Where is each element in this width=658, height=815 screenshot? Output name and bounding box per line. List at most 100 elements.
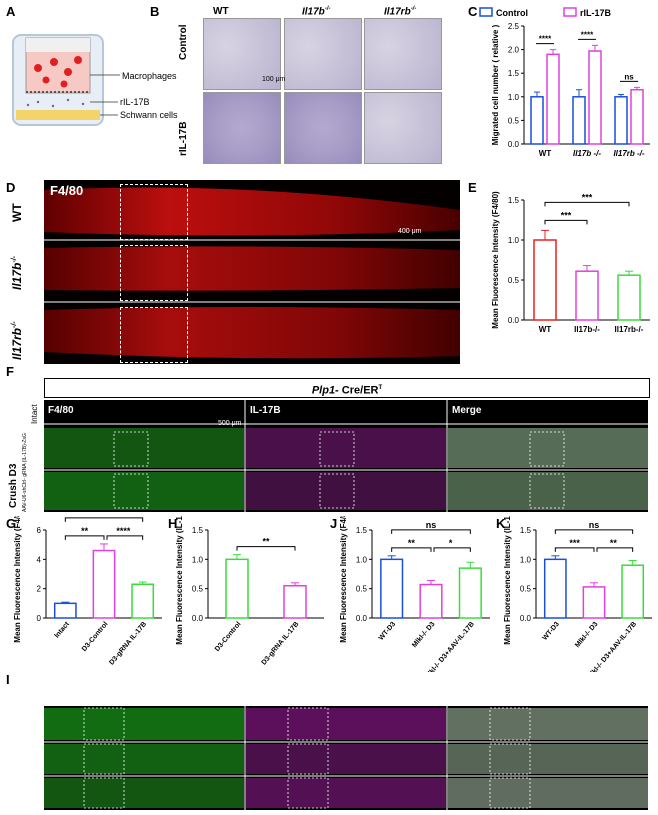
x-tick-label: Mlkl-/- D3 bbox=[574, 621, 599, 649]
x-tick-label: Il17b-/- bbox=[574, 325, 600, 334]
y-tick-label: 1.0 bbox=[520, 555, 532, 564]
chart-k: 0.0 0.5 1.0 1.5 Mean Fluorescence Intensity … bbox=[503, 516, 652, 672]
sig-label: *** bbox=[561, 210, 572, 220]
row-label-d-il17b: Il17b-/- bbox=[10, 256, 24, 290]
legend-label: rIL-17B bbox=[580, 8, 612, 18]
panel-label-c: C bbox=[468, 4, 478, 19]
x-tick-label: Intact bbox=[54, 620, 72, 639]
y-axis-label: Mean Fluorescence Intensity (F4/80) bbox=[13, 516, 22, 643]
y-tick-label: 0.0 bbox=[192, 614, 204, 623]
sig-label: ** bbox=[81, 526, 89, 536]
bar bbox=[572, 96, 586, 145]
y-tick-label: 1.0 bbox=[508, 93, 520, 102]
chart-g: 0 2 4 6 Mean Fluorescence Intensity (F4/80) I… bbox=[13, 516, 162, 667]
sig-bracket bbox=[64, 535, 105, 540]
y-tick-label: 0.5 bbox=[192, 585, 204, 594]
chart-c: 0.0 0.5 1.0 1.5 2.0 2.5 Migrated cell number (… bbox=[479, 7, 650, 158]
f-col-il17b: IL-17B bbox=[250, 405, 281, 416]
scale-bar-label-d: 400 μm bbox=[398, 228, 422, 235]
legend-swatch bbox=[563, 7, 577, 17]
marker-label-f480: F4/80 bbox=[50, 183, 84, 198]
y-tick-label: 6 bbox=[37, 526, 42, 535]
x-tick-label: WT-D3 bbox=[542, 621, 561, 642]
sig-label: **** bbox=[539, 35, 552, 44]
sig-bracket bbox=[433, 547, 471, 552]
micrograph-il17b-control bbox=[284, 18, 362, 90]
y-tick-label: 1.5 bbox=[192, 526, 204, 535]
roi-box-il17b bbox=[120, 245, 188, 301]
sig-label: ** bbox=[262, 537, 270, 547]
bar bbox=[283, 584, 307, 619]
panel-label-k: K bbox=[496, 516, 506, 531]
y-tick-label: 1.5 bbox=[520, 526, 532, 535]
panel-label-g: G bbox=[6, 516, 17, 531]
sig-label: **** bbox=[581, 30, 594, 39]
sig-bracket bbox=[391, 547, 432, 552]
panel-label-a: A bbox=[6, 4, 16, 19]
x-tick-label: Il17b -/- bbox=[573, 149, 601, 158]
sig-bracket bbox=[596, 547, 634, 552]
f-row-intact: Intact bbox=[30, 404, 39, 424]
x-tick-label: D3-gRNA IL-17B bbox=[108, 621, 148, 667]
bar bbox=[458, 567, 482, 619]
micrograph-il17rb-control bbox=[364, 18, 442, 90]
roi-box-wt bbox=[120, 184, 188, 240]
bar bbox=[582, 586, 606, 619]
bar bbox=[92, 549, 116, 619]
y-axis-label: Mean Fluorescence Intensity (IL-17B) bbox=[175, 516, 184, 645]
y-tick-label: 0 bbox=[37, 614, 42, 623]
f-row-crush-d3: Crush D3 bbox=[8, 463, 19, 508]
i-panel-image-grid bbox=[44, 706, 648, 810]
f-col-merge: Merge bbox=[452, 405, 482, 416]
y-tick-label: 1.0 bbox=[192, 555, 204, 564]
scale-bar-label-f: 500 μm bbox=[218, 420, 242, 427]
y-tick-label: 0.5 bbox=[508, 116, 520, 125]
panel-label-e: E bbox=[468, 180, 477, 195]
x-tick-label: Mlkl-/- D3 bbox=[411, 621, 436, 649]
y-tick-label: 1.5 bbox=[508, 69, 520, 78]
col-header-il17b: Il17b-/- bbox=[302, 6, 331, 18]
bar bbox=[131, 583, 155, 619]
genotype-header-box: Plp1- Cre/ERT bbox=[44, 378, 650, 398]
legend-label: Control bbox=[496, 8, 528, 18]
row-label-ril17b: rIL-17B bbox=[178, 121, 189, 156]
bar bbox=[533, 239, 557, 321]
y-tick-label: 2.5 bbox=[508, 22, 520, 31]
f-col-f480: F4/80 bbox=[48, 405, 74, 416]
y-tick-label: 0.0 bbox=[520, 614, 532, 623]
y-tick-label: 2 bbox=[37, 585, 42, 594]
chart-e: 0.0 0.5 1.0 1.5 Mean Fluorescence Intensity … bbox=[491, 191, 650, 334]
bar bbox=[630, 88, 644, 145]
y-tick-label: 0.5 bbox=[520, 585, 532, 594]
sig-bracket bbox=[391, 529, 471, 534]
y-tick-label: 0.0 bbox=[508, 316, 520, 325]
bar bbox=[614, 96, 628, 145]
y-axis-label: Mean Fluorescence Intensity (F4/80) bbox=[339, 516, 348, 643]
col-header-wt: WT bbox=[213, 6, 229, 17]
panel-label-j: J bbox=[330, 516, 338, 531]
chart-h: 0.0 0.5 1.0 1.5 Mean Fluorescence Intensity … bbox=[175, 516, 324, 667]
micrograph-il17b-ril17b bbox=[284, 92, 362, 164]
y-tick-label: 1.5 bbox=[356, 526, 368, 535]
sig-bracket bbox=[106, 535, 144, 540]
bar bbox=[543, 558, 567, 619]
y-tick-label: 4 bbox=[37, 555, 42, 564]
y-tick-label: 2.0 bbox=[508, 46, 520, 55]
bar bbox=[53, 602, 77, 619]
y-tick-label: 0.5 bbox=[356, 585, 368, 594]
row-label-control: Control bbox=[178, 24, 189, 60]
bar bbox=[575, 270, 599, 321]
sig-label: ns bbox=[426, 520, 437, 530]
label-macrophages: Macrophages bbox=[122, 71, 177, 81]
sig-bracket bbox=[554, 547, 595, 552]
row-label-d-il17rb: Il17rb-/- bbox=[10, 321, 24, 360]
y-tick-label: 1.0 bbox=[508, 236, 520, 245]
bar bbox=[621, 564, 645, 619]
y-tick-label: 0.5 bbox=[508, 276, 520, 285]
x-tick-label: Il17rb-/- bbox=[615, 325, 644, 334]
label-schwann-cells: Schwann cells bbox=[120, 110, 178, 120]
row-label-d-wt: WT bbox=[10, 203, 24, 222]
bar bbox=[546, 53, 560, 145]
x-tick-label: WT-D3 bbox=[378, 621, 397, 642]
y-axis-label: Migrated cell number ( relative ) bbox=[491, 24, 500, 145]
